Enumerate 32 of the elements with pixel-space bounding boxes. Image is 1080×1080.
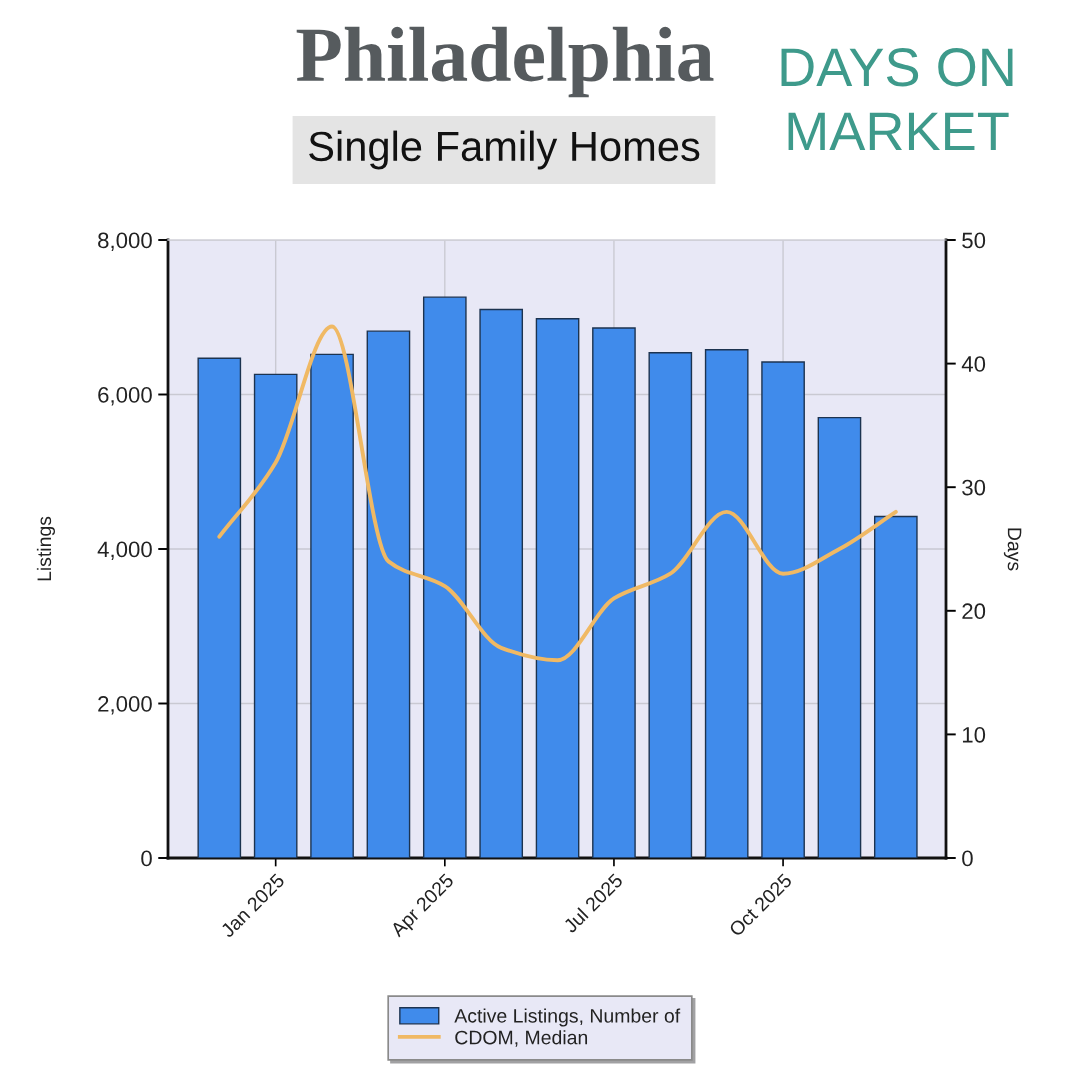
y-tick-label: 6,000 (98, 387, 152, 406)
y2-axis-title: Days (1003, 528, 1022, 571)
bar (873, 515, 918, 858)
bar (817, 416, 862, 858)
y2-tick-label: 50 (962, 232, 986, 249)
bar (366, 330, 411, 858)
bar (535, 318, 580, 858)
y-tick-label: 0 (141, 850, 152, 867)
legend-label: CDOM, Median (455, 1030, 588, 1047)
text: DAYS ON MARKET (781, 48, 1013, 151)
chart-title: Philadelphia (296, 26, 714, 98)
bar (648, 352, 693, 858)
y-tick-label: 4,000 (97, 541, 152, 560)
y-tick-label: 2,000 (98, 696, 152, 715)
y2-tick-label: 0 (962, 850, 973, 867)
legend-label: Active Listings, Number of (454, 1008, 681, 1027)
bar (310, 353, 354, 858)
y2-tick-label: 10 (962, 726, 986, 743)
y-axis-title: Listings (36, 516, 55, 581)
bar (197, 357, 242, 858)
bar (761, 361, 805, 858)
line-series (217, 324, 898, 663)
y2-tick-label: 30 (962, 479, 986, 496)
bar (253, 373, 298, 858)
chart-subtitle: Single Family Homes (309, 130, 700, 170)
bar (479, 308, 524, 858)
bar (592, 327, 636, 858)
bar (422, 296, 467, 858)
y2-tick-label: 20 (962, 603, 986, 620)
y2-tick-label: 40 (961, 356, 986, 372)
bar (704, 349, 749, 858)
y-tick-label: 8,000 (98, 232, 152, 251)
